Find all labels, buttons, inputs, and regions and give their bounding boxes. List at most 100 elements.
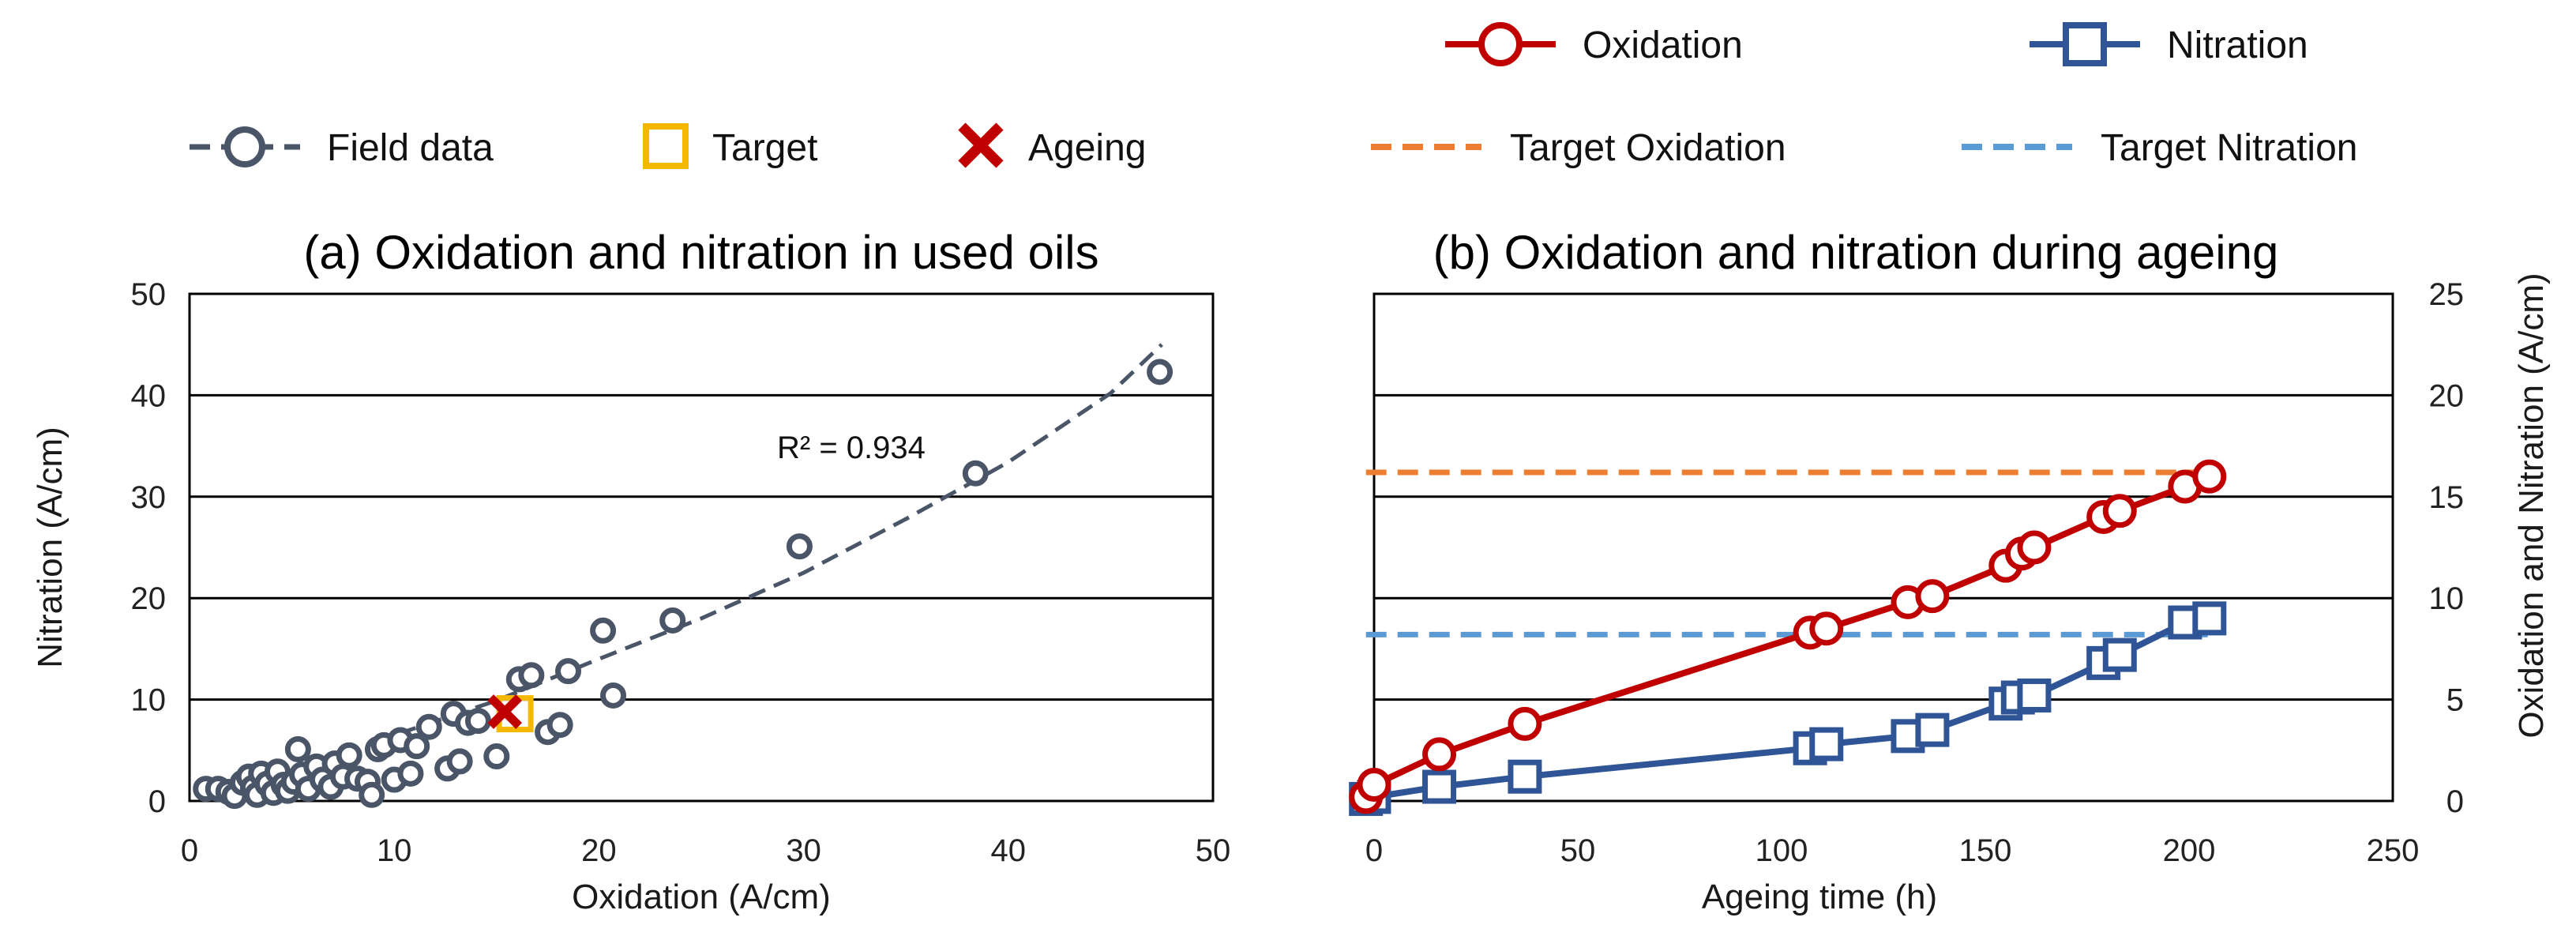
legend-nitration-marker (2063, 22, 2107, 66)
field-data-point (415, 713, 442, 740)
chart-b-ytick: 15 (2429, 480, 2465, 515)
legend-item-target: Target (643, 123, 817, 169)
field-data-point (600, 682, 627, 709)
field-data-point (284, 736, 311, 763)
field-data-point (397, 760, 424, 787)
oxidation-point (1422, 737, 1457, 772)
chart-a-ylabel: Nitration (A/cm) (31, 427, 69, 668)
chart-a-xtick: 0 (181, 833, 198, 868)
legend-ageing-marker (958, 122, 1004, 168)
field-data-point (464, 708, 491, 735)
legend-target-oxidation-text: Target Oxidation (1510, 127, 1786, 169)
chart-a-r2-annotation: R² = 0.934 (777, 431, 926, 465)
chart-a-markers (487, 694, 534, 733)
chart-b-plot-frame (1372, 292, 2394, 803)
field-data-point (518, 662, 545, 689)
legend-item-nitration: Nitration (2030, 22, 2308, 66)
chart-a-xtick: 40 (991, 833, 1027, 868)
chart-a-trendline-group (373, 343, 1163, 744)
ageing-marker (487, 694, 523, 729)
oxidation-point (1915, 579, 1950, 614)
chart-a-xtick: 10 (377, 833, 412, 868)
chart-b-xtick: 150 (1959, 833, 2012, 868)
chart-a-xtick: 30 (786, 833, 821, 868)
chart-b-ytick: 0 (2446, 784, 2464, 819)
chart-b-xlabel: Ageing time (h) (1702, 878, 1937, 916)
oxidation-point (2017, 530, 2052, 565)
chart-b-ytick: 10 (2429, 581, 2465, 616)
legend-oxidation-text: Oxidation (1583, 24, 1743, 66)
chart-a-trendline (373, 343, 1163, 744)
legend-field-marker (224, 126, 265, 167)
nitration-point (1422, 769, 1457, 804)
field-data-point (962, 460, 989, 487)
legend-ageing-text: Ageing (1028, 127, 1146, 169)
legend-item-oxidation: Oxidation (1445, 22, 1743, 66)
nitration-point (2102, 637, 2137, 672)
nitration-point (2017, 678, 2052, 713)
nitration-point (1508, 759, 1542, 794)
chart-b-xtick: 100 (1756, 833, 1808, 868)
chart-a-tick-labels: 0 10 20 30 40 50 0 10 20 30 40 50 (131, 277, 1231, 868)
chart-b: (b) Oxidation and nitration during agein… (1349, 226, 2551, 916)
field-data-point (336, 742, 362, 769)
chart-b-ytick: 5 (2446, 683, 2464, 718)
legend-item-field-data: Field data (190, 126, 494, 169)
chart-a-xtick: 50 (1196, 833, 1231, 868)
oxidation-point (1357, 767, 1391, 802)
chart-a-xtick: 20 (581, 833, 617, 868)
legend-oxidation-marker (1478, 22, 1523, 66)
nitration-point (1809, 727, 1844, 761)
legend-target-nitration-text: Target Nitration (2101, 127, 2357, 169)
field-data-point (659, 607, 686, 634)
legend-item-ageing: Ageing (958, 122, 1146, 169)
legend-nitration-text: Nitration (2167, 24, 2308, 66)
field-data-point (404, 733, 430, 760)
chart-b-xtick: 50 (1560, 833, 1596, 868)
chart-a: (a) Oxidation and nitration in used oils… (31, 226, 1230, 916)
chart-a-ytick: 40 (131, 378, 167, 413)
oxidation-point (2192, 459, 2227, 494)
field-data-point (446, 748, 473, 775)
field-data-point (483, 743, 510, 770)
chart-b-xtick: 250 (2367, 833, 2420, 868)
chart-b-ylabel: Oxidation and Nitration (A/cm) (2512, 273, 2551, 738)
nitration-point (1915, 713, 1950, 747)
legend-item-target-nitration: Target Nitration (1962, 127, 2357, 169)
field-data-point (786, 533, 813, 560)
chart-a-gridlines (190, 292, 1213, 803)
oxidation-point (2102, 494, 2137, 528)
chart-a-plot-frame (188, 292, 1215, 803)
chart-a-ytick: 30 (131, 480, 167, 515)
legend: Field data Target Ageing Oxidation Nitra… (190, 22, 2357, 169)
chart-a-field-points (193, 359, 1173, 810)
chart-b-series-lines (1363, 469, 2211, 803)
field-data-point (555, 658, 582, 685)
chart-b-ytick: 20 (2429, 378, 2465, 413)
chart-a-ytick: 0 (148, 784, 166, 819)
field-data-point (546, 712, 573, 739)
oxidation-point (1508, 706, 1542, 741)
field-data-point (359, 781, 385, 808)
legend-field-text: Field data (327, 127, 494, 169)
chart-a-ytick: 50 (131, 277, 167, 312)
legend-target-marker (643, 123, 689, 169)
field-data-point (1147, 359, 1173, 385)
series-line-nitration (1365, 615, 2210, 803)
field-data-point (590, 617, 617, 644)
chart-b-xtick: 0 (1365, 833, 1383, 868)
oxidation-point (1809, 611, 1844, 646)
nitration-point (2192, 601, 2227, 636)
chart-a-title: (a) Oxidation and nitration in used oils (303, 226, 1098, 279)
chart-a-ytick: 10 (131, 683, 167, 718)
legend-item-target-oxidation: Target Oxidation (1371, 127, 1786, 169)
chart-a-ytick: 20 (131, 581, 167, 616)
chart-b-title: (b) Oxidation and nitration during agein… (1433, 226, 2279, 279)
chart-b-series-markers (1349, 459, 2227, 816)
chart-a-xlabel: Oxidation (A/cm) (572, 878, 831, 916)
chart-b-xtick: 200 (2163, 833, 2216, 868)
legend-target-text: Target (712, 127, 817, 169)
chart-b-ytick: 25 (2429, 277, 2465, 312)
